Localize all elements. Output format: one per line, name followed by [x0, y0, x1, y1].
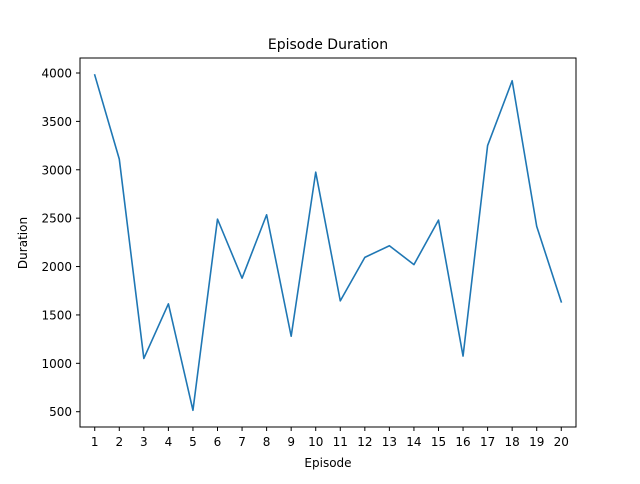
x-tick-label: 19	[529, 435, 544, 449]
x-tick-label: 17	[480, 435, 495, 449]
y-axis-label: Duration	[16, 217, 30, 269]
x-tick-label: 18	[505, 435, 520, 449]
y-tick-label: 3500	[41, 115, 72, 129]
duration-line	[93, 73, 563, 412]
x-tick-label: 1	[91, 435, 99, 449]
x-tick-label: 5	[189, 435, 197, 449]
x-tick-label: 4	[165, 435, 173, 449]
plot-frame	[79, 57, 577, 428]
x-tick-label: 14	[406, 435, 421, 449]
x-tick-label: 12	[357, 435, 372, 449]
x-tick-label: 13	[382, 435, 397, 449]
y-tick-label: 500	[49, 405, 72, 419]
y-tick-label: 1000	[41, 357, 72, 371]
x-tick-label: 7	[238, 435, 246, 449]
x-tick-label: 6	[214, 435, 222, 449]
series-layer	[93, 73, 563, 412]
x-axis-label: Episode	[304, 456, 351, 470]
x-tick-label: 2	[115, 435, 123, 449]
x-tick-label: 11	[333, 435, 348, 449]
x-tick-label: 10	[308, 435, 323, 449]
x-tick-label: 9	[287, 435, 295, 449]
axis-ticks: 1 2 3 4 5 6 7 8 9 10 11 12 13 14 15 16 17 18 19 20500100015…	[41, 67, 568, 450]
chart-title: Episode Duration	[268, 37, 388, 53]
y-tick-label: 2000	[41, 260, 72, 274]
x-tick-label: 15	[431, 435, 446, 449]
x-tick-label: 8	[263, 435, 271, 449]
y-tick-label: 2500	[41, 212, 72, 226]
x-tick-label: 16	[455, 435, 470, 449]
x-tick-label: 20	[554, 435, 569, 449]
y-tick-label: 1500	[41, 308, 72, 322]
y-tick-label: 3000	[41, 163, 72, 177]
y-tick-label: 4000	[41, 67, 72, 81]
x-tick-label: 3	[140, 435, 148, 449]
